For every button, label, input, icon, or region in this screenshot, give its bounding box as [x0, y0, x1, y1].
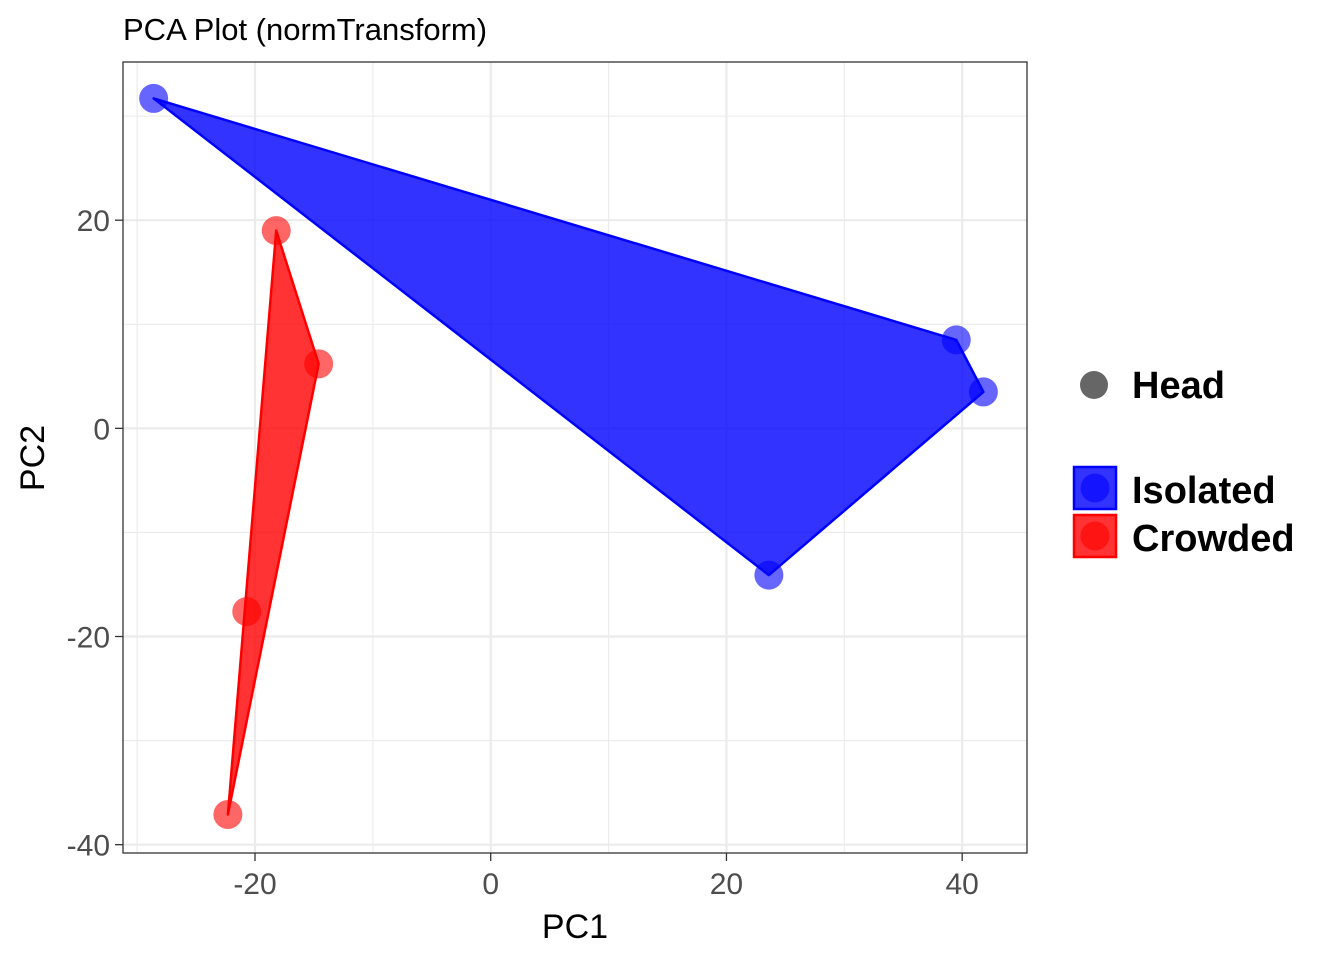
x-tick-label: 20	[710, 868, 743, 901]
legend-key-point-isolated	[1080, 473, 1110, 503]
legend-label-isolated: Isolated	[1132, 470, 1276, 512]
plot-panel-border	[122, 61, 1028, 854]
point-isolated	[941, 325, 971, 355]
point-isolated	[968, 377, 998, 407]
point-isolated	[139, 83, 169, 113]
point-crowded	[261, 216, 291, 246]
point-crowded	[232, 597, 262, 627]
group-hulls	[152, 97, 985, 816]
y-tick-label: 20	[77, 205, 110, 238]
y-axis-title: PC2	[14, 425, 52, 491]
point-isolated	[754, 560, 784, 590]
point-crowded	[213, 799, 243, 829]
y-axis-ticks: 20 0 -20 -40	[67, 205, 123, 863]
hull-crowded	[226, 229, 320, 816]
x-tick-label: 40	[945, 868, 978, 901]
legend: Head Isolated Crowded	[1072, 365, 1295, 560]
chart-title: PCA Plot (normTransform)	[123, 12, 487, 47]
x-tick-label: 0	[482, 868, 499, 901]
x-tick-label: -20	[233, 868, 276, 901]
legend-key-point-crowded	[1080, 521, 1110, 551]
data-points	[139, 83, 998, 829]
legend-head-key	[1080, 371, 1108, 399]
y-tick-label: -40	[67, 830, 110, 863]
y-tick-label: -20	[67, 622, 110, 655]
y-tick-label: 0	[93, 413, 110, 446]
point-crowded	[304, 349, 334, 379]
x-axis-title: PC1	[542, 908, 608, 946]
legend-label-crowded: Crowded	[1132, 518, 1295, 560]
x-axis-ticks: -20 0 20 40	[233, 853, 979, 901]
legend-head-label: Head	[1132, 365, 1225, 407]
